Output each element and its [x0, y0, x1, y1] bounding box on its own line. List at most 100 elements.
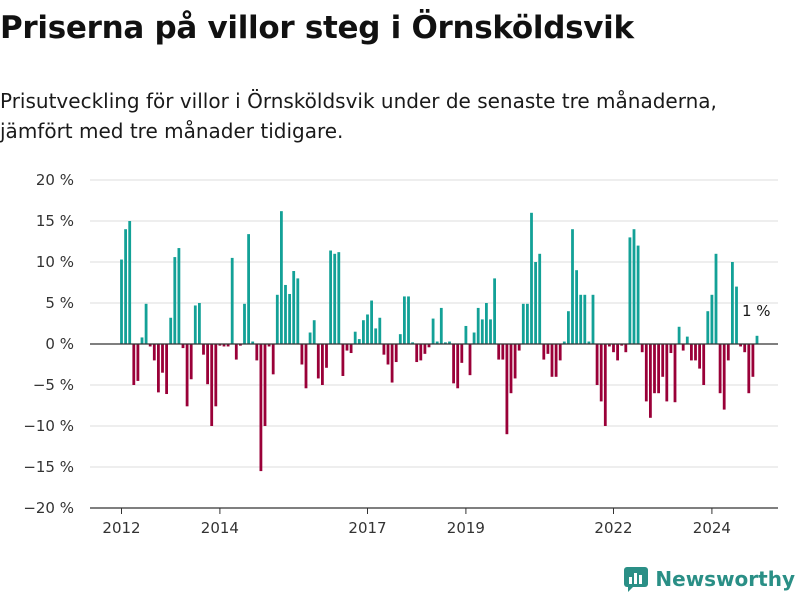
bar [608, 344, 611, 347]
brand-name: Newsworthy [655, 567, 795, 591]
bar [357, 339, 361, 344]
bar [653, 344, 656, 394]
bar [165, 344, 168, 395]
bar [497, 344, 501, 360]
bar [505, 344, 509, 435]
bar [161, 344, 164, 373]
bar [718, 344, 722, 394]
bar [284, 284, 287, 344]
bar [251, 341, 255, 344]
bar [419, 344, 423, 361]
bar [558, 344, 562, 361]
chart-title: Priserna på villor steg i Örnsköldsvik [0, 10, 634, 46]
bar [636, 245, 640, 344]
bar [493, 278, 496, 344]
bar [124, 229, 127, 344]
bar [394, 344, 398, 363]
bar [513, 344, 517, 379]
bar [144, 303, 148, 344]
bar [628, 237, 632, 344]
bar [407, 296, 410, 344]
bar [468, 344, 472, 376]
bar [333, 253, 337, 344]
bar [312, 320, 316, 344]
bar [562, 341, 566, 344]
bar [226, 344, 230, 347]
bar [300, 344, 304, 365]
y-tick-label: −15 % [23, 458, 74, 476]
bar [665, 344, 669, 402]
x-tick-label: 2022 [594, 519, 632, 537]
y-tick-label: 20 % [36, 171, 74, 189]
bar [587, 341, 591, 344]
bar [649, 344, 652, 418]
bar [362, 320, 365, 344]
bars [120, 211, 759, 472]
bar [325, 344, 328, 368]
bar [669, 344, 673, 354]
bar [546, 344, 550, 354]
bar [677, 326, 681, 344]
bar [591, 294, 595, 344]
bar [640, 344, 644, 353]
bar [751, 344, 755, 377]
bar [259, 344, 263, 472]
bar [214, 344, 218, 407]
bar [234, 344, 238, 360]
x-tick-label: 2024 [693, 519, 731, 537]
bar [698, 344, 701, 369]
x-axis: 2012 2014 2017 2019 2022 2024 [90, 507, 778, 537]
bar [595, 344, 599, 385]
bar [657, 344, 660, 394]
bar [755, 335, 759, 344]
bar [444, 342, 447, 344]
bar [321, 344, 324, 385]
bar [567, 311, 570, 344]
bar [534, 262, 537, 344]
bar [431, 318, 435, 344]
bar [583, 294, 587, 344]
bar [554, 344, 558, 377]
bar [489, 319, 492, 344]
bar [452, 344, 455, 384]
bar [386, 344, 390, 365]
y-tick-label: 5 % [45, 294, 74, 312]
bar [193, 305, 197, 344]
bar [485, 303, 488, 344]
bar [132, 344, 136, 385]
x-tick-label: 2019 [447, 519, 485, 537]
bar [374, 328, 378, 344]
bar [296, 278, 300, 344]
bar [599, 344, 603, 402]
bar [480, 319, 484, 344]
bar [550, 344, 554, 377]
bar [230, 257, 234, 344]
bar [267, 344, 271, 347]
bar [189, 344, 193, 380]
bar [222, 344, 226, 347]
x-tick-label: 2012 [102, 519, 140, 537]
bar [694, 344, 697, 361]
y-tick-label: −20 % [23, 499, 74, 517]
y-tick-label: −10 % [23, 417, 74, 435]
bar [337, 252, 341, 344]
bar [644, 344, 648, 402]
bar [731, 262, 734, 344]
bar [722, 344, 726, 410]
bar [579, 294, 583, 344]
bar [288, 293, 291, 344]
bar [526, 303, 529, 344]
bar [345, 344, 349, 351]
bar [620, 344, 624, 346]
brand: Newsworthy [623, 566, 795, 592]
bar [726, 344, 730, 361]
bar [136, 344, 140, 381]
bar [415, 344, 419, 363]
bar [218, 344, 222, 346]
bar [292, 271, 296, 344]
y-tick-label: 10 % [36, 253, 74, 271]
bar [661, 344, 665, 377]
bar [423, 344, 427, 354]
bar [690, 344, 693, 361]
bar [448, 341, 451, 344]
